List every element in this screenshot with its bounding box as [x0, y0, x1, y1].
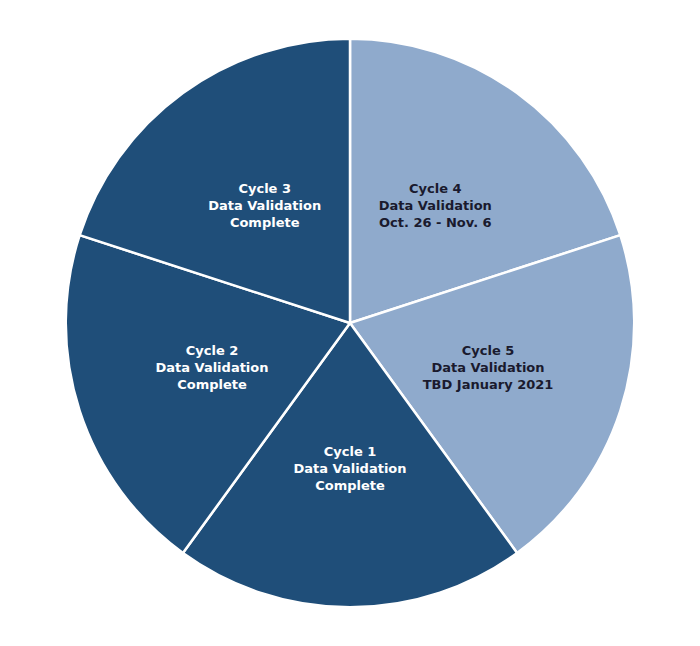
svg-text:Data Validation: Data Validation	[208, 198, 321, 213]
svg-text:Data Validation: Data Validation	[431, 360, 544, 375]
svg-text:Complete: Complete	[315, 478, 385, 493]
svg-text:Cycle 4: Cycle 4	[409, 181, 462, 196]
svg-text:Data Validation: Data Validation	[293, 461, 406, 476]
svg-text:Cycle 5: Cycle 5	[462, 343, 515, 358]
svg-text:TBD January 2021: TBD January 2021	[423, 377, 554, 392]
svg-text:Data Validation: Data Validation	[379, 198, 492, 213]
svg-text:Cycle 3: Cycle 3	[238, 181, 291, 196]
svg-text:Data Validation: Data Validation	[155, 360, 268, 375]
svg-text:Cycle 2: Cycle 2	[186, 343, 239, 358]
svg-text:Oct. 26 - Nov. 6: Oct. 26 - Nov. 6	[379, 215, 492, 230]
svg-text:Complete: Complete	[177, 377, 247, 392]
svg-text:Complete: Complete	[230, 215, 300, 230]
svg-text:Cycle 1: Cycle 1	[324, 444, 377, 459]
